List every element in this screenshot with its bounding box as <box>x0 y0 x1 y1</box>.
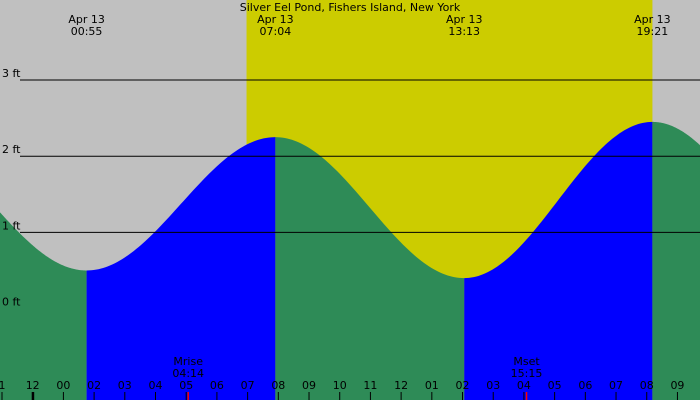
midnight-marker <box>31 392 35 400</box>
y-tick-label: 2 ft <box>2 143 21 156</box>
x-tick-label: 04 <box>149 379 163 392</box>
x-tick-label: 06 <box>210 379 224 392</box>
x-tick-label: 10 <box>333 379 347 392</box>
extreme-date-label: Apr 13 <box>634 13 671 26</box>
x-tick-label: 06 <box>578 379 592 392</box>
x-tick-label: 12 <box>26 379 40 392</box>
x-tick-label: 11 <box>363 379 377 392</box>
moon-event-label: Mrise <box>173 355 203 368</box>
x-tick-label: 09 <box>670 379 684 392</box>
x-tick-label: 07 <box>241 379 255 392</box>
x-tick-label: 05 <box>548 379 562 392</box>
falling-tide-area <box>275 137 465 400</box>
extreme-date-label: Apr 13 <box>446 13 483 26</box>
y-tick-label: 1 ft <box>2 219 21 232</box>
x-tick-label: 1 <box>0 379 6 392</box>
falling-tide-area <box>652 121 700 400</box>
x-tick-label: 03 <box>118 379 132 392</box>
x-tick-label: 08 <box>640 379 654 392</box>
x-tick-label: 08 <box>271 379 285 392</box>
x-tick-label: 09 <box>302 379 316 392</box>
y-tick-label: 3 ft <box>2 67 21 80</box>
extreme-time-label: 13:13 <box>448 25 480 38</box>
x-tick-label: 12 <box>394 379 408 392</box>
extreme-date-label: Apr 13 <box>68 13 105 26</box>
extreme-time-label: 19:21 <box>637 25 669 38</box>
x-tick-label: 07 <box>609 379 623 392</box>
x-tick-label: 02 <box>456 379 470 392</box>
x-tick-label: 00 <box>56 379 70 392</box>
moon-event-time: 04:14 <box>172 367 204 380</box>
x-tick-label: 01 <box>425 379 439 392</box>
rising-tide-area <box>464 121 653 400</box>
x-tick-label: 04 <box>517 379 531 392</box>
moon-event-label: Mset <box>513 355 540 368</box>
extreme-time-label: 00:55 <box>71 25 103 38</box>
x-tick-label: 05 <box>179 379 193 392</box>
moon-event-time: 15:15 <box>511 367 543 380</box>
extreme-time-label: 07:04 <box>260 25 292 38</box>
rising-tide-area <box>86 137 276 400</box>
y-tick-label: 0 ft <box>2 296 21 309</box>
falling-tide-area <box>0 212 87 400</box>
x-tick-label: 02 <box>87 379 101 392</box>
x-tick-label: 03 <box>486 379 500 392</box>
chart-title: Silver Eel Pond, Fishers Island, New Yor… <box>240 1 461 14</box>
extreme-date-label: Apr 13 <box>257 13 294 26</box>
